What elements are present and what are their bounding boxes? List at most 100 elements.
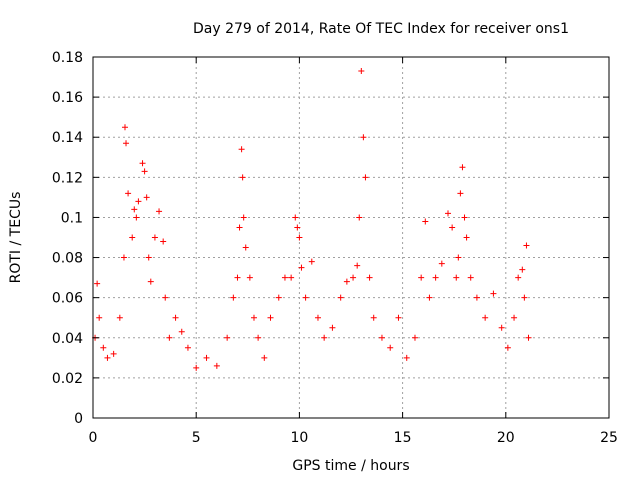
data-point	[104, 354, 111, 361]
grid-lines	[93, 57, 609, 418]
data-point	[288, 274, 295, 281]
data-point	[482, 314, 489, 321]
data-point	[356, 214, 363, 221]
y-tick-label: 0.12	[52, 170, 83, 186]
y-tick-label: 0.08	[52, 251, 83, 267]
data-point	[178, 328, 185, 335]
data-point	[438, 260, 445, 267]
data-point	[358, 68, 365, 75]
data-point	[255, 334, 262, 341]
data-point	[455, 254, 462, 261]
data-point	[120, 254, 127, 261]
data-point	[387, 344, 394, 351]
data-point	[242, 244, 249, 251]
data-point	[234, 274, 241, 281]
data-point	[490, 290, 497, 297]
data-point	[203, 354, 210, 361]
data-point	[145, 254, 152, 261]
data-point	[139, 160, 146, 167]
data-point	[343, 278, 350, 285]
data-point	[314, 314, 321, 321]
data-point	[110, 350, 117, 357]
data-point	[96, 314, 103, 321]
data-point	[366, 274, 373, 281]
data-point	[426, 294, 433, 301]
x-tick-label: 20	[497, 430, 515, 446]
data-point	[123, 140, 130, 147]
data-point	[461, 214, 468, 221]
data-point	[193, 364, 200, 371]
data-point	[116, 314, 123, 321]
data-point	[453, 274, 460, 281]
plot-frame	[92, 56, 610, 419]
data-point	[445, 210, 452, 217]
data-point	[370, 314, 377, 321]
x-tick-label: 15	[394, 430, 412, 446]
data-point	[238, 146, 245, 153]
data-point	[350, 274, 357, 281]
data-points	[92, 68, 532, 371]
y-tick-label: 0.06	[52, 291, 83, 307]
data-point	[511, 314, 518, 321]
x-tick-label: 10	[290, 430, 308, 446]
data-point	[133, 214, 140, 221]
data-point	[240, 214, 247, 221]
data-point	[422, 218, 429, 225]
data-point	[525, 334, 532, 341]
data-point	[100, 344, 107, 351]
y-tick-label: 0.04	[52, 331, 83, 347]
data-point	[267, 314, 274, 321]
data-point	[457, 190, 464, 197]
y-tick-label: 0.18	[52, 50, 83, 66]
data-point	[250, 314, 257, 321]
data-point	[184, 344, 191, 351]
x-tick-label: 5	[192, 430, 201, 446]
data-point	[224, 334, 231, 341]
data-point	[292, 214, 299, 221]
data-point	[298, 264, 305, 271]
data-point	[354, 262, 361, 269]
data-point	[239, 174, 246, 181]
data-point	[360, 134, 367, 141]
data-point	[519, 266, 526, 273]
y-tick-label: 0.1	[61, 210, 83, 226]
x-axis-label: GPS time / hours	[292, 458, 409, 474]
data-point	[523, 242, 530, 249]
data-point	[362, 174, 369, 181]
data-point	[162, 294, 169, 301]
data-point	[321, 334, 328, 341]
data-point	[296, 234, 303, 241]
data-point	[166, 334, 173, 341]
data-point	[504, 344, 511, 351]
x-tick-label: 0	[89, 430, 98, 446]
x-tick-label: 25	[600, 430, 618, 446]
data-point	[94, 280, 101, 287]
data-point	[337, 294, 344, 301]
data-point	[459, 164, 466, 171]
data-point	[411, 334, 418, 341]
data-point	[281, 274, 288, 281]
data-point	[294, 224, 301, 231]
data-point	[135, 198, 142, 205]
data-point	[213, 362, 220, 369]
data-point	[156, 208, 163, 215]
data-point	[521, 294, 528, 301]
data-point	[143, 194, 150, 201]
data-point	[467, 274, 474, 281]
data-point	[125, 190, 132, 197]
data-point	[308, 258, 315, 265]
data-point	[463, 234, 470, 241]
y-axis-label: ROTI / TECUs	[8, 192, 24, 284]
data-point	[121, 124, 128, 131]
data-point	[515, 274, 522, 281]
data-point	[246, 274, 253, 281]
data-point	[131, 206, 138, 213]
data-point	[418, 274, 425, 281]
data-point	[403, 354, 410, 361]
data-point	[302, 294, 309, 301]
data-point	[141, 168, 148, 175]
data-point	[261, 354, 268, 361]
data-point	[230, 294, 237, 301]
data-point	[147, 278, 154, 285]
